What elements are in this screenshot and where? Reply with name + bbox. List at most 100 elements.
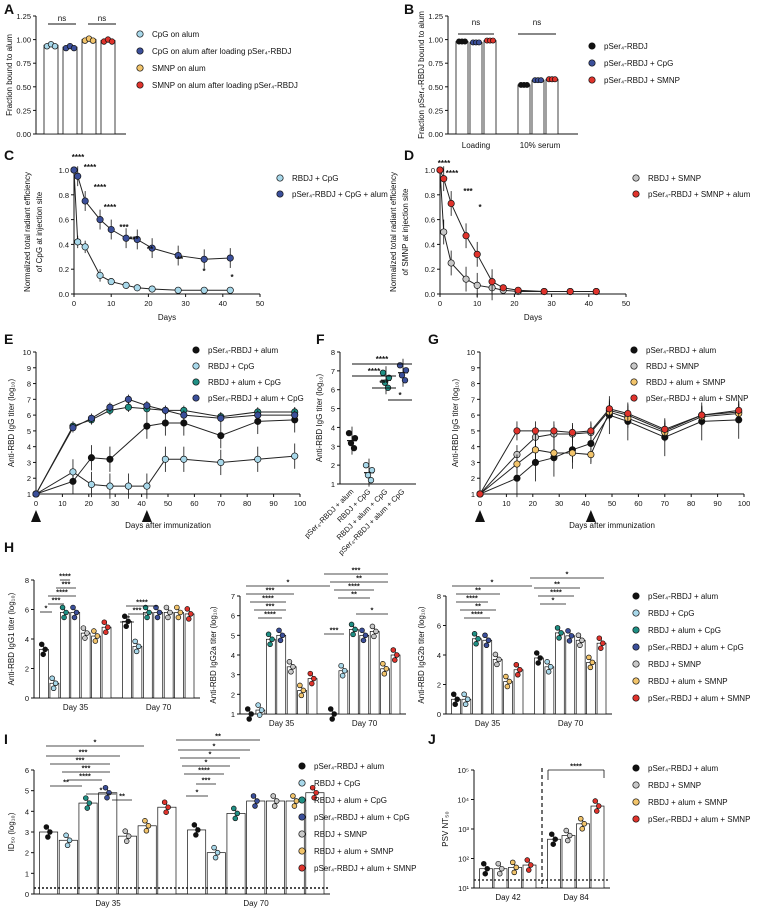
x-tick-label: 60: [634, 499, 642, 508]
y-tick-label: 1: [231, 710, 235, 719]
bar: [91, 635, 101, 699]
data-point: [517, 666, 523, 673]
x-tick-label: 30: [181, 299, 189, 308]
data-point: [600, 640, 606, 646]
data-point: [547, 664, 554, 670]
data-point: [515, 671, 521, 678]
bar: [60, 612, 70, 699]
y-tick-label: 7: [471, 395, 475, 404]
data-point: [566, 638, 573, 644]
data-point: [300, 687, 307, 694]
legend-e-label: RBDJ + alum + CpG: [208, 378, 281, 387]
data-point: [81, 243, 89, 251]
data-point: [200, 255, 208, 263]
panel-letter: H: [4, 539, 14, 555]
y-tick-label: 0.25: [16, 106, 31, 115]
data-point: [42, 646, 48, 653]
data-point: [527, 862, 534, 868]
y-tick-label: 7: [331, 367, 335, 376]
bar: [369, 631, 380, 715]
data-point: [624, 409, 632, 418]
sig-label: ***: [463, 187, 473, 196]
immunization-arrow: [31, 510, 41, 522]
y-axis-label: Anti-RBD IgG1 titer (log₁₀): [7, 592, 16, 685]
immunization-arrow: [475, 510, 485, 522]
y-tick-label: 6: [25, 766, 29, 775]
data-point: [533, 650, 540, 656]
data-point: [587, 451, 595, 459]
data-point: [461, 691, 467, 697]
x-tick-label: 60: [190, 499, 198, 508]
sig-label: *: [566, 570, 569, 579]
data-point: [327, 706, 334, 712]
data-point: [499, 865, 505, 872]
y-tick-label: 9: [27, 364, 31, 373]
data-point: [265, 631, 272, 638]
data-point: [496, 656, 502, 663]
data-point: [122, 828, 128, 834]
data-point: [492, 651, 499, 658]
bar: [575, 639, 586, 715]
data-point: [494, 661, 500, 668]
y-tick-label: 8: [331, 348, 335, 357]
data-point: [174, 604, 180, 611]
x-category-label: Day 35: [475, 719, 501, 728]
data-point: [462, 701, 469, 707]
sig-label: **: [356, 574, 362, 583]
legend-e-marker: [192, 394, 200, 402]
bar: [596, 642, 607, 715]
data-point: [531, 446, 539, 454]
legend-e-marker: [192, 346, 200, 354]
data-point: [735, 406, 743, 414]
y-tick-label: 4: [27, 443, 31, 452]
x-tick-label: 40: [219, 299, 227, 308]
data-point: [148, 285, 156, 293]
data-point: [339, 672, 346, 679]
data-point: [70, 166, 78, 174]
data-point: [402, 367, 410, 374]
sig-label: ****: [59, 572, 71, 581]
data-point: [482, 870, 489, 877]
sig-label: **: [124, 614, 130, 623]
sig-label: ***: [202, 776, 211, 785]
data-point: [563, 827, 569, 834]
data-point: [248, 711, 254, 717]
data-point: [538, 77, 544, 84]
sig-label: **: [475, 602, 481, 611]
sig-label: ***: [133, 606, 142, 615]
data-point: [499, 284, 507, 292]
data-point: [595, 803, 602, 809]
data-point: [309, 680, 315, 687]
sig-label: ****: [56, 588, 68, 597]
bar: [469, 42, 483, 135]
data-point: [255, 702, 261, 708]
legend-j-label: pSer₄-RBDJ + alum: [648, 764, 719, 773]
data-point: [587, 664, 594, 671]
data-point: [513, 661, 520, 668]
y-tick-label: 10: [467, 348, 475, 357]
bar: [590, 805, 605, 889]
data-point: [550, 841, 556, 847]
sig-label: *: [478, 203, 482, 212]
legend-h-marker: [632, 626, 640, 634]
data-point: [254, 411, 262, 419]
y-axis-label: Normalized total radiant efficiency: [389, 172, 398, 292]
x-category-label: Day 35: [95, 899, 121, 908]
data-point: [246, 716, 252, 722]
y-tick-label: 0.8: [59, 191, 69, 200]
data-point: [226, 254, 234, 262]
legend-a-marker: [136, 81, 144, 89]
immunization-arrow: [141, 510, 152, 522]
data-point: [61, 614, 67, 621]
y-axis-label: Anti-RBD IgG titer (log₁₀): [7, 379, 16, 468]
legend-g-marker: [630, 378, 638, 386]
bar: [122, 620, 132, 699]
data-point: [596, 635, 603, 641]
legend-i-label: pSer₄-RBDJ + alum: [314, 762, 385, 771]
data-point: [329, 716, 335, 722]
data-point: [180, 411, 188, 419]
legend-e-label: pSer₄-RBDJ + alum + CpG: [208, 394, 304, 403]
data-point: [568, 633, 575, 639]
sig-label: ***: [82, 764, 91, 773]
data-point: [369, 623, 376, 630]
